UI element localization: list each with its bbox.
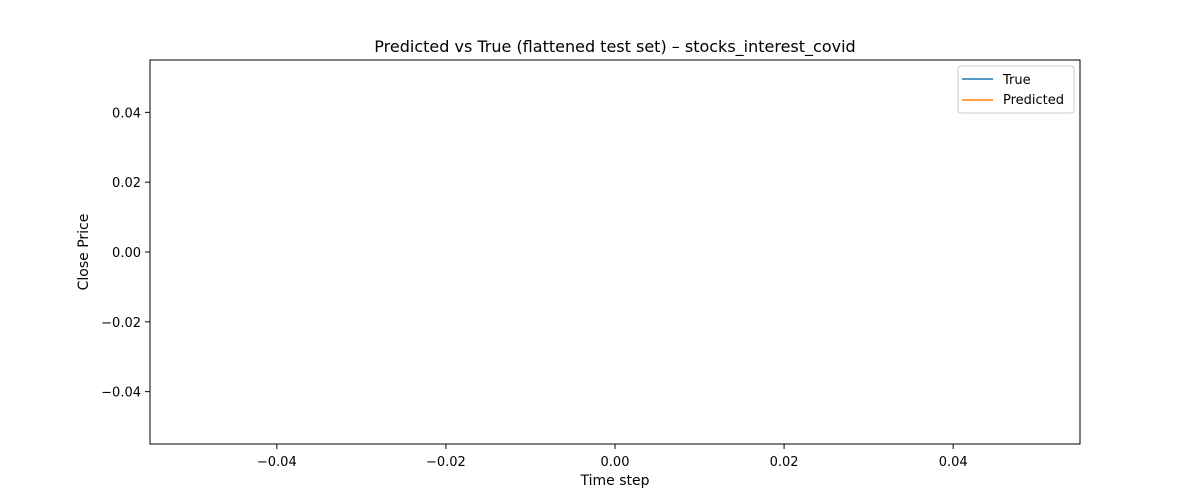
x-tick-label: 0.04 xyxy=(939,455,968,470)
y-tick-label: 0.00 xyxy=(112,246,141,261)
legend-true-label: True xyxy=(1002,73,1031,88)
y-axis-label: Close Price xyxy=(76,214,92,291)
x-tick-label: −0.02 xyxy=(426,455,466,470)
x-axis-label: Time step xyxy=(580,473,650,489)
plot-area xyxy=(150,60,1080,444)
chart-title: Predicted vs True (flattened test set) –… xyxy=(374,37,855,57)
y-tick-label: −0.04 xyxy=(101,386,141,401)
x-tick-label: 0.00 xyxy=(601,455,630,470)
x-axis-ticks: −0.04 −0.02 0.00 0.02 0.04 xyxy=(257,444,968,470)
y-tick-label: 0.02 xyxy=(112,176,141,191)
y-axis-ticks: −0.04 −0.02 0.00 0.02 0.04 xyxy=(101,106,150,401)
x-tick-label: −0.04 xyxy=(257,455,297,470)
legend-box xyxy=(957,65,1075,114)
x-tick-label: 0.02 xyxy=(770,455,799,470)
y-tick-label: −0.02 xyxy=(101,316,141,331)
y-tick-label: 0.04 xyxy=(112,106,141,121)
legend: True Predicted xyxy=(957,65,1075,114)
legend-predicted-label: Predicted xyxy=(1003,93,1064,108)
plot-frame xyxy=(149,59,1081,445)
